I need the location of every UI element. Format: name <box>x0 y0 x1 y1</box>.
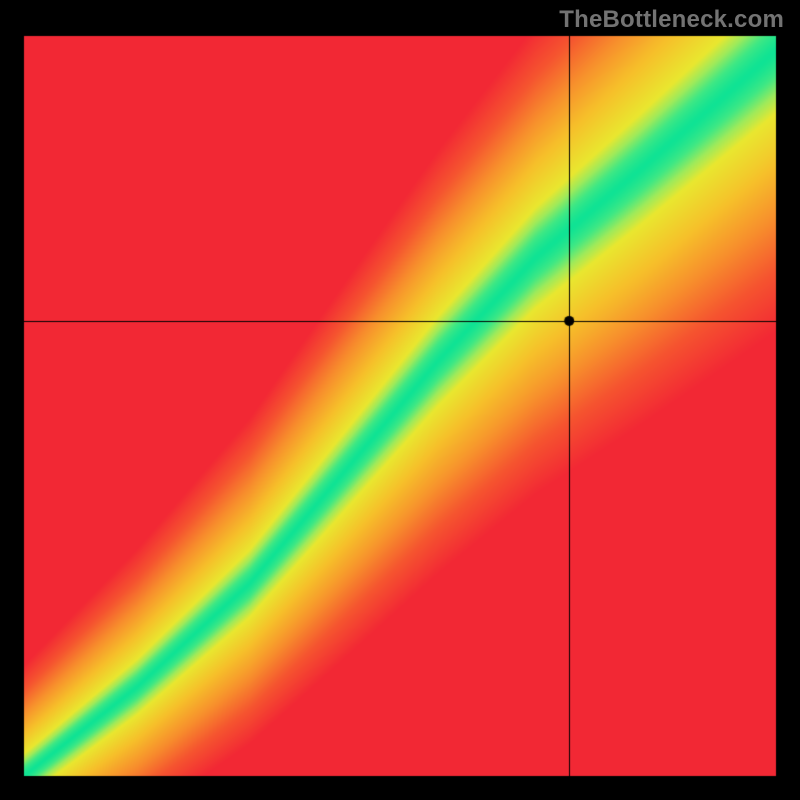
watermark-text: TheBottleneck.com <box>559 6 784 34</box>
chart-container: TheBottleneck.com <box>0 0 800 800</box>
bottleneck-heatmap-canvas <box>0 0 800 800</box>
